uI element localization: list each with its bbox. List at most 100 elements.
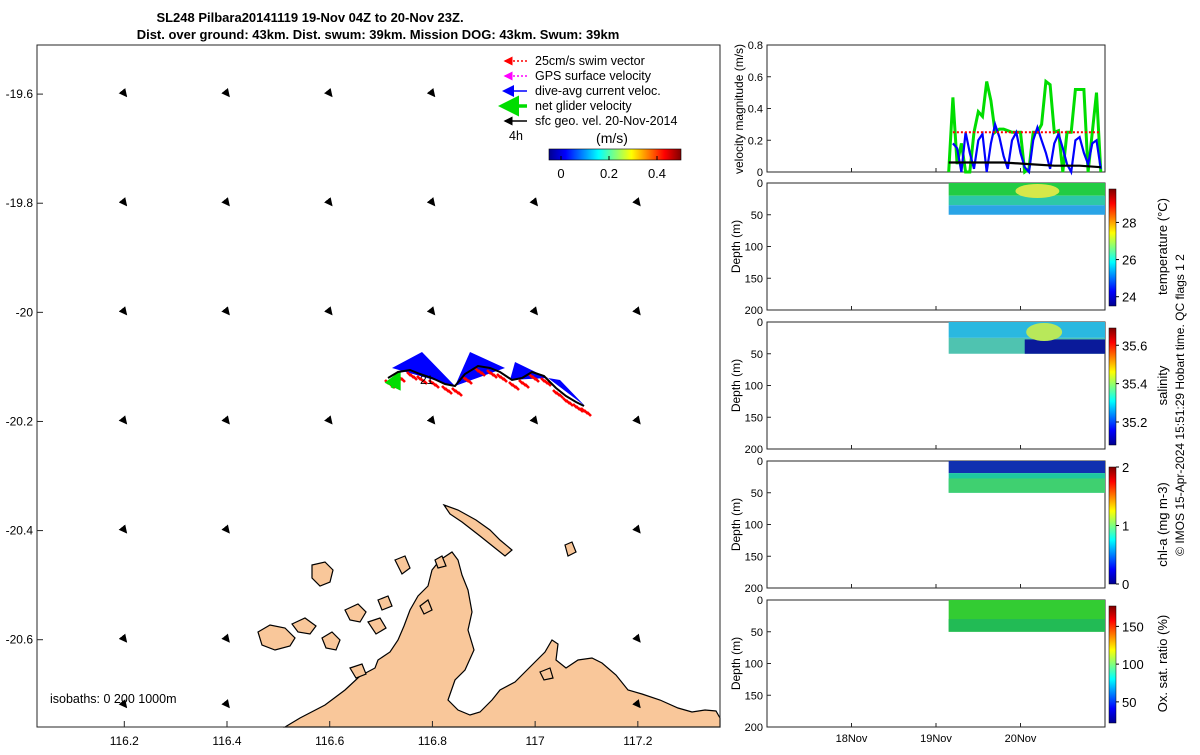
- section-ylabel: Depth (m): [729, 498, 743, 551]
- geo-vector-arrow: [632, 415, 641, 425]
- swim-vector-mark: [578, 407, 584, 413]
- geo-vector-arrow: [118, 197, 128, 207]
- map-lon-tick-label: 116.6: [315, 734, 344, 748]
- title-line1: SL248 Pilbara20141119 19-Nov 04Z to 20-N…: [156, 10, 463, 25]
- geo-vector-arrow: [426, 88, 436, 98]
- section-data-patch: [1024, 339, 1105, 354]
- map-vectors: [118, 88, 641, 709]
- section-ylabel: Depth (m): [729, 637, 743, 690]
- velocity-ytick-label: 0.8: [748, 40, 763, 52]
- colorbar-label: chl-a (mg m-3): [1155, 482, 1170, 567]
- geo-vector-arrow: [632, 306, 641, 316]
- section-data-band: [948, 205, 1105, 215]
- section-colorbar: [1108, 605, 1117, 724]
- geo-vector-arrow: [324, 306, 333, 316]
- legend-label: dive-avg current veloc.: [535, 84, 661, 98]
- depth-tick-label: 50: [751, 210, 763, 222]
- geo-vector-arrow: [118, 415, 128, 425]
- depth-tick-label: 0: [757, 178, 763, 190]
- swim-vector-mark: [568, 401, 574, 407]
- island-1: [311, 561, 334, 587]
- map-land: [257, 503, 721, 728]
- geo-vector-arrow: [221, 524, 230, 534]
- map-axes-box: [36, 44, 721, 728]
- section-ylabel: Depth (m): [729, 220, 743, 273]
- time-tick-label: 18Nov: [836, 733, 868, 745]
- geo-vector-arrow: [529, 415, 539, 425]
- island-9: [419, 599, 433, 615]
- swim-vector-mark: [467, 379, 473, 385]
- geo-vector-arrow: [221, 88, 230, 98]
- colorbar-tick-label: 35.6: [1122, 338, 1147, 353]
- swim-vector-mark: [422, 379, 428, 385]
- geo-vector-arrow: [426, 415, 436, 425]
- speed-colorbar-ticks: 0 0.2 0.4: [557, 156, 666, 181]
- geo-vector-arrow: [221, 415, 230, 425]
- island-6: [367, 617, 387, 635]
- island-8: [564, 541, 577, 557]
- geo-vector-arrow: [632, 197, 641, 207]
- geo-vector-arrow: [529, 197, 539, 207]
- geo-vector-arrow: [426, 197, 436, 207]
- depth-tick-label: 150: [745, 273, 763, 285]
- depth-tick-label: 150: [745, 551, 763, 563]
- map-lat-tick-label: -20.2: [6, 414, 34, 428]
- velocity-ytick-label: 0.2: [748, 135, 763, 147]
- depth-tick-label: 200: [745, 305, 763, 317]
- swim-vector-mark: [524, 383, 530, 389]
- geo-vector-arrow: [118, 88, 128, 98]
- colorbar-tick-label: 1: [1122, 519, 1129, 534]
- swim-vector-mark: [434, 383, 440, 389]
- island-11: [377, 595, 393, 611]
- swim-vector-mark: [514, 385, 520, 391]
- depth-tick-label: 50: [751, 627, 763, 639]
- colorbar-tick-label: 26: [1122, 253, 1136, 268]
- colorbar-tick-label: 2: [1122, 460, 1129, 475]
- geo-vector-arrow: [529, 306, 539, 316]
- geo-vector-arrow: [632, 524, 641, 534]
- geo-vector-arrow: [632, 633, 641, 643]
- depth-tick-label: 200: [745, 444, 763, 456]
- depth-tick-label: 0: [757, 317, 763, 329]
- velocity-series-line: [952, 120, 1102, 176]
- geo-vector-arrow: [221, 306, 230, 316]
- geo-vector-arrow: [324, 88, 333, 98]
- geo-vector-arrow: [118, 524, 128, 534]
- time-tick-label: 20Nov: [1005, 733, 1037, 745]
- map-lon-tick-label: 116.4: [212, 734, 241, 748]
- velocity-ytick-label: 0: [757, 167, 763, 179]
- section-colorbar: [1108, 188, 1117, 307]
- current-vector-fan: [392, 352, 455, 386]
- legend-label: 25cm/s swim vector: [535, 54, 645, 68]
- velocity-series-line: [948, 161, 1101, 169]
- map-lon-tick-label: 116.8: [418, 734, 447, 748]
- velocity-ylabel: velocity magnitude (m/s): [732, 44, 746, 174]
- map-lat-tick-label: -19.6: [6, 87, 34, 101]
- geo-vector-arrow: [118, 306, 128, 316]
- speed-tick-label: 0: [557, 166, 564, 181]
- geo-vector-arrow: [118, 699, 128, 709]
- speed-colorbar-label: (m/s): [596, 130, 628, 146]
- legend-label: net glider velocity: [535, 99, 632, 113]
- colorbar-tick-label: 35.2: [1122, 415, 1147, 430]
- velocity-ytick-label: 0.6: [748, 72, 763, 84]
- geo-vector-arrow: [324, 415, 333, 425]
- map-ticks: 116.2 116.4 116.6 116.8 117 117.2 -19.6 -19.8 -2…: [6, 87, 653, 748]
- legend-label: sfc geo. vel. 20-Nov-2014: [535, 114, 677, 128]
- swim-vector-mark: [558, 393, 564, 399]
- geo-vector-arrow: [221, 633, 230, 643]
- colorbar-tick-label: 0: [1122, 577, 1129, 592]
- time-note: 4h: [509, 129, 523, 143]
- section-colorbar: [1108, 466, 1117, 585]
- title-line2: Dist. over ground: 43km. Dist. swum: 39k…: [137, 27, 620, 42]
- current-vector-fan: [455, 352, 505, 386]
- colorbar-tick-label: 100: [1122, 657, 1144, 672]
- geo-vector-arrow: [221, 699, 230, 709]
- depth-tick-label: 150: [745, 412, 763, 424]
- glider-track: [384, 352, 592, 417]
- geo-vector-arrow: [118, 633, 128, 643]
- depth-tick-label: 100: [745, 659, 763, 671]
